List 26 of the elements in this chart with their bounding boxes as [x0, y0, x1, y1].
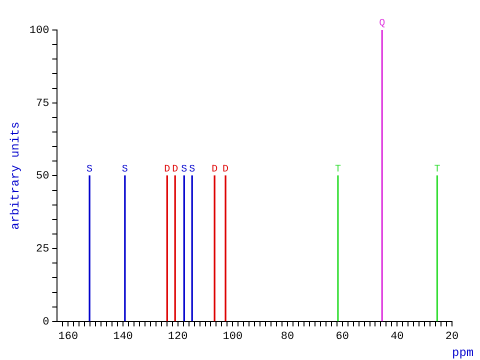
- x-tick-label: 20: [445, 330, 459, 343]
- series-label: T: [334, 164, 341, 176]
- series-label: S: [189, 164, 196, 176]
- y-tick-label: 25: [36, 243, 50, 256]
- y-axis-title: arbitrary units: [8, 122, 22, 230]
- text: D: [164, 164, 170, 176]
- x-tick-label: 140: [113, 330, 133, 343]
- x-tick-label: 100: [222, 330, 243, 343]
- y-tick-label: 50: [36, 170, 50, 183]
- x-tick-label: 80: [280, 330, 294, 343]
- text: S: [86, 164, 93, 176]
- text: D: [222, 164, 229, 176]
- x-tick-label: 60: [336, 330, 349, 343]
- y-tick-label: 75: [36, 98, 50, 110]
- x-axis-title: ppm: [452, 346, 474, 360]
- text: S: [122, 164, 128, 176]
- x-tick-label: 160: [58, 330, 78, 343]
- y-tick-label: 100: [29, 24, 50, 37]
- text: T: [434, 164, 440, 176]
- text: S: [181, 164, 188, 176]
- y-tick-label: 0: [42, 316, 50, 328]
- x-tick-label: 40: [390, 330, 404, 343]
- x-tick-label: 120: [168, 330, 188, 343]
- text: D: [212, 164, 218, 176]
- series-label: Q: [379, 18, 386, 30]
- series-label: D: [172, 164, 178, 176]
